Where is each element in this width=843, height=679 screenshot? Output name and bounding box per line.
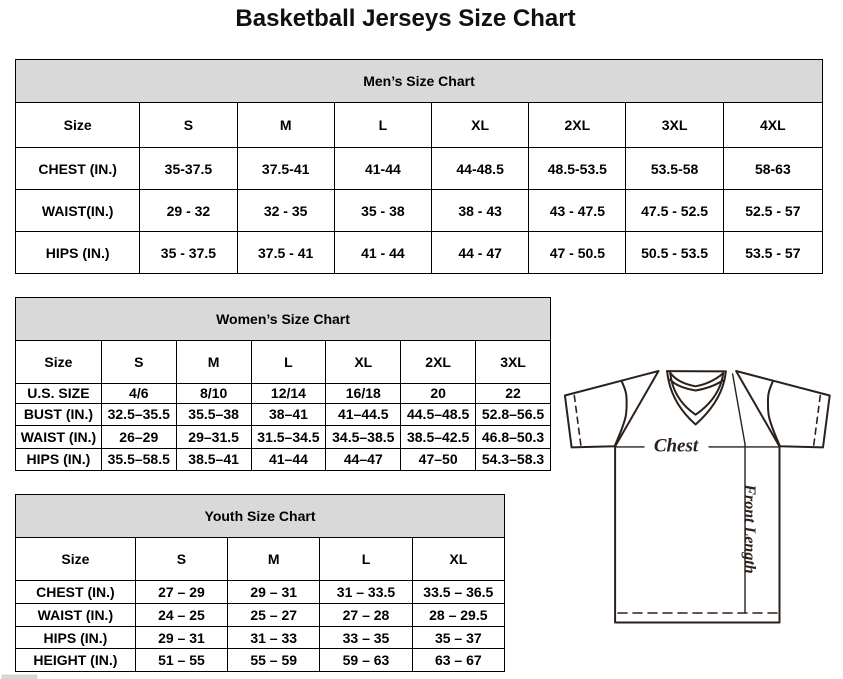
svg-text:Front Length: Front Length: [741, 483, 758, 573]
svg-text:Chest: Chest: [654, 436, 699, 457]
